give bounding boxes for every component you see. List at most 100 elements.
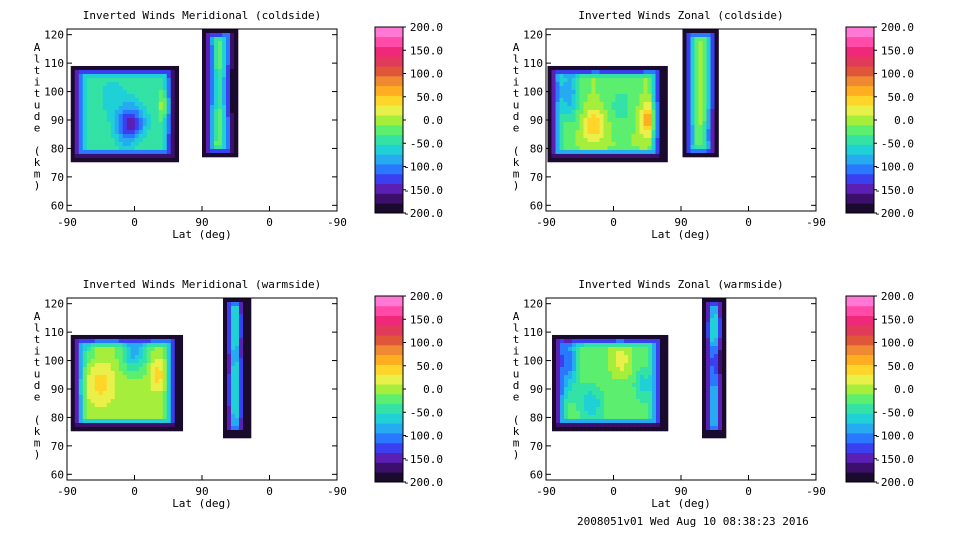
colorbar-label: 0.0 [423, 114, 443, 127]
colorbar-segment [375, 472, 403, 483]
y-tick-label: 110 [44, 57, 64, 70]
x-tick-label: 90 [195, 216, 208, 229]
y-tick-label: 110 [523, 326, 543, 339]
colorbar-segment [846, 203, 874, 214]
y-tick-label: 120 [44, 298, 64, 311]
x-axis-label: Lat (deg) [172, 228, 232, 241]
colorbar-label: -150.0 [403, 184, 443, 197]
colorbar: 200.0 150.0 100.0 50.0 0.0 -50.0 -100.0 -150.0 -… [374, 290, 444, 489]
y-tick-label: 60 [51, 468, 64, 481]
colorbar-segment [375, 115, 403, 126]
colorbar-label: -200.0 [874, 207, 914, 220]
colorbar-segment [846, 296, 874, 307]
colorbar-segment [846, 66, 874, 77]
colorbar-segment [846, 364, 874, 375]
colorbar-segment [375, 193, 403, 204]
y-tick-label: 80 [530, 411, 543, 424]
colorbar-segment [846, 393, 874, 405]
colorbar-label: -150.0 [874, 453, 914, 466]
colorbar-segment [846, 325, 874, 336]
colorbar-segment [375, 85, 403, 96]
y-tick-label: 60 [530, 468, 543, 481]
colorbar-segment [846, 27, 874, 38]
y-tick-label: 120 [523, 298, 543, 311]
x-tick-label: -90 [327, 216, 347, 229]
x-tick-label: 0 [266, 485, 273, 498]
colorbar-segment [375, 173, 403, 185]
colorbar-label: -50.0 [881, 137, 914, 150]
y-tick-label: 70 [51, 440, 64, 453]
colorbar-segment [375, 46, 403, 57]
colorbar-label: -200.0 [403, 207, 443, 220]
colorbar-segment [375, 95, 403, 106]
colorbar-segment [846, 144, 874, 155]
y-tick-label: 100 [523, 355, 543, 368]
colorbar-segment [375, 296, 403, 307]
colorbar-label: 100.0 [410, 337, 443, 350]
y-tick-label: 110 [523, 57, 543, 70]
colorbar: 200.0 150.0 100.0 50.0 0.0 -50.0 -100.0 -150.0 -… [845, 290, 914, 489]
colorbar-segment [846, 95, 874, 106]
x-tick-label: -90 [57, 216, 77, 229]
x-axis-label: Lat (deg) [172, 497, 232, 510]
y-tick-label: 70 [530, 171, 543, 184]
colorbar-segment [375, 344, 403, 356]
heatmap-block [552, 334, 669, 432]
colorbar-segment [846, 193, 874, 204]
colorbar-segment [375, 66, 403, 77]
colorbar-segment [375, 325, 403, 336]
colorbar-label: 200.0 [881, 21, 914, 34]
colorbar-segment [846, 442, 874, 454]
colorbar-segment [846, 374, 874, 385]
colorbar-label: 200.0 [881, 290, 914, 303]
colorbar-label: 150.0 [881, 44, 914, 57]
y-tick-label: 90 [530, 383, 543, 396]
x-tick-label: 0 [745, 216, 752, 229]
colorbar-segment [846, 305, 874, 316]
colorbar-segment [846, 315, 874, 326]
panel-4: Inverted Winds Zonal (warmside) 60 70 80 90 1… [513, 278, 914, 510]
colorbar-segment [375, 384, 403, 395]
x-tick-label: 0 [610, 485, 617, 498]
panel-3: Inverted Winds Meridional (warmside) 60 70… [34, 278, 443, 510]
colorbar-label: -150.0 [403, 453, 443, 466]
colorbar-segment [846, 164, 874, 175]
colorbar-segment [375, 442, 403, 454]
colorbar-segment [846, 115, 874, 126]
colorbar-segment [846, 124, 874, 136]
colorbar-segment [846, 183, 874, 194]
x-tick-label: -90 [536, 485, 556, 498]
panel-1: Inverted Winds Meridional (coldside) 60 70… [34, 9, 443, 241]
colorbar-segment [375, 124, 403, 136]
y-tick-label: 90 [51, 114, 64, 127]
x-tick-label: 90 [195, 485, 208, 498]
y-tick-label: 90 [51, 383, 64, 396]
colorbar-label: 50.0 [417, 360, 444, 373]
y-tick-label: 80 [530, 142, 543, 155]
colorbar-segment [375, 403, 403, 414]
heatmap-block [202, 29, 239, 158]
y-tick-label: 70 [51, 171, 64, 184]
x-tick-label: 0 [131, 485, 138, 498]
colorbar: 200.0 150.0 100.0 50.0 0.0 -50.0 -100.0 -150.0 -… [374, 21, 443, 220]
colorbar-segment [375, 305, 403, 316]
panel-title: Inverted Winds Meridional (coldside) [83, 9, 321, 22]
y-tick-label: 120 [44, 29, 64, 42]
x-tick-label: 90 [674, 485, 687, 498]
x-tick-label: -90 [327, 485, 347, 498]
colorbar-segment [375, 203, 403, 214]
panel-title: Inverted Winds Zonal (warmside) [578, 278, 783, 291]
y-tick-label: 80 [51, 142, 64, 155]
colorbar-label: 50.0 [888, 91, 915, 104]
heatmap-field [547, 29, 719, 163]
colorbar-segment [846, 433, 874, 444]
colorbar-label: 200.0 [410, 21, 443, 34]
colorbar-segment [375, 393, 403, 405]
colorbar-segment [846, 344, 874, 356]
colorbar-label: 100.0 [881, 337, 914, 350]
colorbar-segment [375, 374, 403, 385]
heatmap-block [70, 65, 180, 163]
